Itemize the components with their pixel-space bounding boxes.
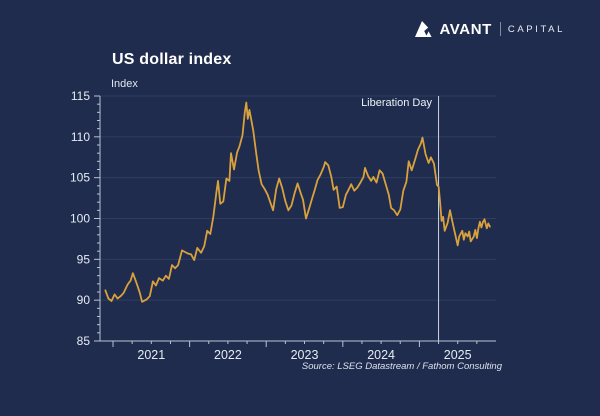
y-axis-unit-label: Index (111, 78, 138, 90)
y-tick-label: 105 (70, 171, 90, 185)
x-tick-label: 2022 (214, 348, 242, 362)
x-tick-label: 2024 (367, 348, 395, 362)
x-tick-label: 2021 (137, 348, 165, 362)
liberation-day-annotation-label: Liberation Day (361, 97, 432, 109)
source-note: Source: LSEG Datastream / Fathom Consult… (301, 361, 502, 372)
chart-title: US dollar index (112, 51, 232, 68)
logo-divider-bar (499, 22, 501, 36)
y-tick-label: 85 (77, 334, 91, 348)
avant-mountain-icon (415, 21, 433, 37)
brand-suffix: CAPITAL (507, 24, 565, 35)
x-tick-label: 2023 (291, 348, 319, 362)
y-tick-label: 90 (77, 293, 91, 307)
us-dollar-index-series-line (104, 101, 491, 303)
brand-logo: AVANT CAPITAL (413, 19, 565, 39)
y-tick-label: 95 (77, 252, 91, 266)
y-tick-label: 115 (71, 89, 90, 103)
x-tick-label: 2025 (444, 348, 472, 362)
y-tick-label: 110 (71, 130, 90, 144)
brand-name: AVANT (439, 20, 492, 38)
y-tick-label: 100 (70, 212, 90, 226)
